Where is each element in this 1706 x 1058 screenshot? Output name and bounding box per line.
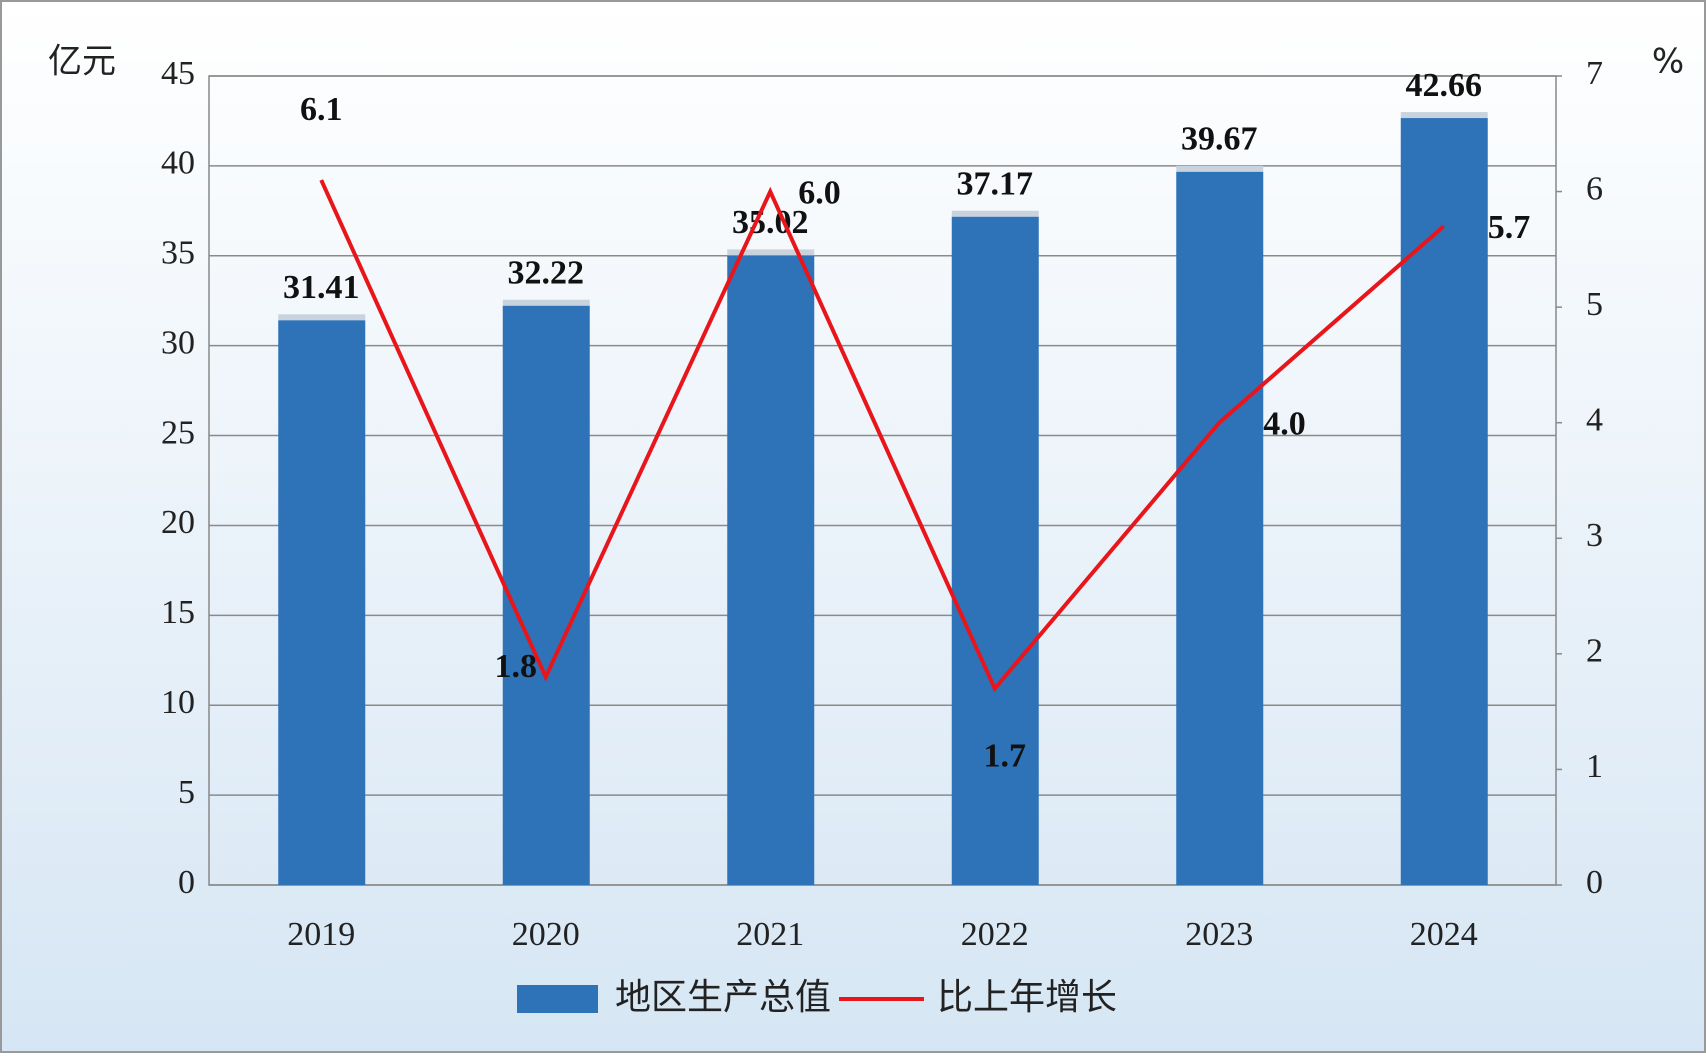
y2-tick-label: 2 <box>1586 633 1603 670</box>
y2-tick-label: 7 <box>1586 55 1603 92</box>
x-tick-label: 2020 <box>512 916 580 953</box>
bar-value-label: 39.67 <box>1181 121 1258 158</box>
line-value-label: 6.1 <box>300 91 343 128</box>
y2-tick-label: 3 <box>1586 517 1603 554</box>
bar <box>1400 118 1488 886</box>
bar-shadow <box>727 249 815 256</box>
bar <box>502 305 590 886</box>
y-tick-label: 0 <box>178 864 195 901</box>
y2-tick-label: 1 <box>1586 748 1603 785</box>
y-tick-label: 30 <box>161 324 195 361</box>
x-tick-label: 2024 <box>1410 916 1478 953</box>
legend-label: 地区生产总值 <box>615 977 831 1018</box>
y2-tick-label: 5 <box>1586 286 1603 323</box>
line-value-label: 4.0 <box>1263 406 1306 443</box>
line-value-label: 5.7 <box>1488 209 1531 246</box>
y-axis-title: 亿元 <box>48 42 116 82</box>
y-tick-label: 15 <box>161 594 195 631</box>
bar <box>727 255 815 886</box>
legend-swatch <box>517 985 598 1013</box>
bar-shadow <box>951 210 1039 217</box>
y-tick-label: 45 <box>161 55 195 92</box>
bar-shadow <box>278 314 366 321</box>
x-tick-label: 2021 <box>736 916 804 953</box>
y2-tick-label: 4 <box>1586 402 1603 439</box>
bar-shadow <box>502 299 590 306</box>
y2-axis-title: % <box>1652 42 1684 82</box>
line-value-label: 6.0 <box>798 174 841 211</box>
legend-label: 比上年增长 <box>937 977 1117 1018</box>
bar-value-label: 37.17 <box>957 166 1034 203</box>
y-tick-label: 25 <box>161 414 195 451</box>
x-tick-label: 2019 <box>287 916 355 953</box>
bar-shadow <box>1400 112 1488 119</box>
bar-value-label: 32.22 <box>508 255 585 292</box>
bar-value-label: 31.41 <box>283 269 360 306</box>
line-value-label: 1.7 <box>984 737 1027 774</box>
x-tick-label: 2022 <box>961 916 1029 953</box>
bar <box>951 216 1039 886</box>
y-tick-label: 35 <box>161 235 195 272</box>
line <box>319 179 1446 693</box>
bar-value-label: 35.02 <box>732 204 809 241</box>
bar-shadow <box>1176 165 1264 172</box>
x-tick-label: 2023 <box>1185 916 1253 953</box>
y2-tick-label: 6 <box>1586 170 1603 207</box>
y2-tick-label: 0 <box>1586 864 1603 901</box>
bar-value-label: 42.66 <box>1406 67 1483 104</box>
y-tick-label: 20 <box>161 504 195 541</box>
line-value-label: 1.8 <box>495 648 538 685</box>
y-tick-label: 5 <box>178 774 195 811</box>
y-tick-label: 40 <box>161 145 195 182</box>
bar <box>1176 171 1264 886</box>
y-tick-label: 10 <box>161 684 195 721</box>
bar <box>278 320 366 885</box>
